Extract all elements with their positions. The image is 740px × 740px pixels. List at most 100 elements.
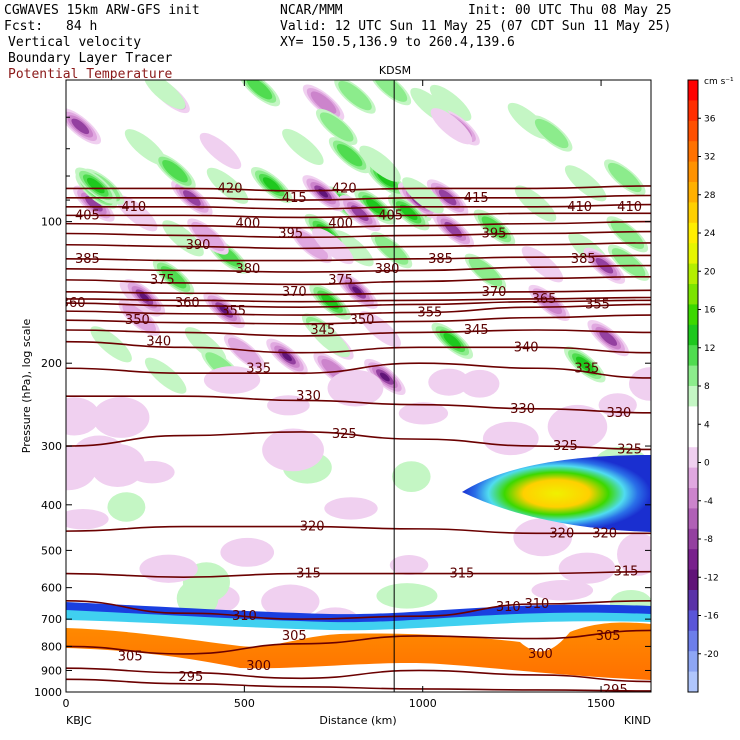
velocity-cell [143,80,186,110]
colorbar-swatch [688,324,698,346]
colorbar-tick-label: -4 [704,497,713,507]
velocity-cell [359,311,401,348]
theta-contour-385 [66,254,651,262]
velocity-cell [115,195,158,232]
theta-contour-345 [66,329,651,337]
theta-contour-295 [66,678,651,692]
theta-contour-325 [66,431,651,451]
velocity-cell [389,555,429,576]
theta-label: 295 [178,670,203,685]
theta-contour-410 [66,203,651,210]
theta-contour-360 [66,299,651,308]
theta-label: 315 [296,567,321,582]
station-label: KDSM [379,64,411,77]
y-tick-label: 300 [41,440,62,453]
theta-label: 350 [125,313,150,328]
colorbar-tick-label: 36 [704,114,716,124]
colorbar-swatch [688,671,698,693]
velocity-cell [336,143,363,167]
velocity-cell [443,333,462,349]
theta-label: 410 [567,200,592,215]
theta-contour-310 [66,600,651,620]
theta-contour-305 [66,629,651,655]
theta-label: 415 [464,191,489,206]
velocity-cell [206,167,249,204]
theta-contour-340 [66,340,651,354]
theta-contour-420 [66,185,651,192]
colorbar-swatch [688,426,698,448]
y-tick-label: 500 [41,544,62,557]
x-left-endpoint: KBJC [66,714,92,727]
theta-label: 415 [282,191,307,206]
velocity-cell [227,337,262,367]
colorbar-tick-label: 32 [704,153,715,163]
theta-label: 360 [175,296,200,311]
theta-label: 395 [482,227,507,242]
velocity-cell [261,584,320,619]
y-tick-label: 600 [41,582,62,595]
velocity-cell [162,160,188,183]
colorbar-swatch [688,651,698,673]
velocity-cell [460,369,500,398]
velocity-cell [92,397,150,438]
velocity-cell [399,204,418,221]
velocity-cell [398,402,449,425]
velocity-cell [513,518,573,557]
theta-label: 365 [532,292,557,307]
theta-label: 310 [232,609,257,624]
theta-label: 300 [528,647,553,662]
field-potential-temperature: Potential Temperature [8,67,173,82]
theta-label: 315 [614,565,639,580]
velocity-cell [531,580,594,601]
theta-label: 385 [428,252,453,267]
velocity-cell [310,91,337,114]
velocity-cell [564,165,607,202]
velocity-cell [608,162,642,193]
theta-label: 355 [417,305,442,320]
colorbar-tick-label: 8 [704,382,710,392]
colorbar-swatch [688,243,698,265]
colorbar-swatch [688,141,698,163]
velocity-cell [376,583,438,609]
velocity-cell [374,235,409,265]
velocity-cell [199,132,242,170]
velocity-cell [327,369,384,407]
theta-contour-355 [66,303,651,316]
colorbar-swatch [688,528,698,550]
theta-label: 410 [617,200,642,215]
colorbar-tick-label: 24 [704,229,716,239]
theta-label: 420 [332,181,357,196]
theta-label: 315 [450,567,475,582]
theta-label: 375 [328,273,353,288]
velocity-cell [71,118,90,135]
colorbar-swatch [688,569,698,591]
velocity-cell [629,367,651,401]
colorbar-swatch [688,161,698,183]
velocity-cell [129,460,175,484]
theta-contour-370 [66,289,651,296]
colorbar-swatch [688,202,698,224]
colorbar-tick-label: -20 [704,650,719,660]
colorbar-tick-label: 28 [704,191,716,201]
colorbar-swatch [688,100,698,122]
theta-label: 370 [482,285,507,300]
velocity-cell [191,221,225,252]
figure-header: CGWAVES 15km ARW-GFS init NCAR/MMM Init:… [4,3,672,82]
colorbar-swatch [688,406,698,428]
velocity-cell [599,330,618,346]
theta-label: 370 [282,285,307,300]
theta-label: 330 [510,402,535,417]
y-tick-label: 400 [41,499,62,512]
velocity-cell [144,357,187,394]
field-boundary-layer-tracer: Boundary Layer Tracer [8,51,173,66]
x-tick-label: 0 [63,697,70,710]
velocity-cell [107,492,146,522]
colorbar-swatch [688,488,698,509]
theta-label: 405 [378,208,403,223]
colorbar-tick-label: 4 [704,420,710,430]
theta-label: 340 [514,340,539,355]
x-axis: 0 500 1000 1500 [63,80,615,710]
velocity-cell [617,532,651,576]
theta-label: 410 [121,200,146,215]
theta-label: 305 [118,649,143,664]
